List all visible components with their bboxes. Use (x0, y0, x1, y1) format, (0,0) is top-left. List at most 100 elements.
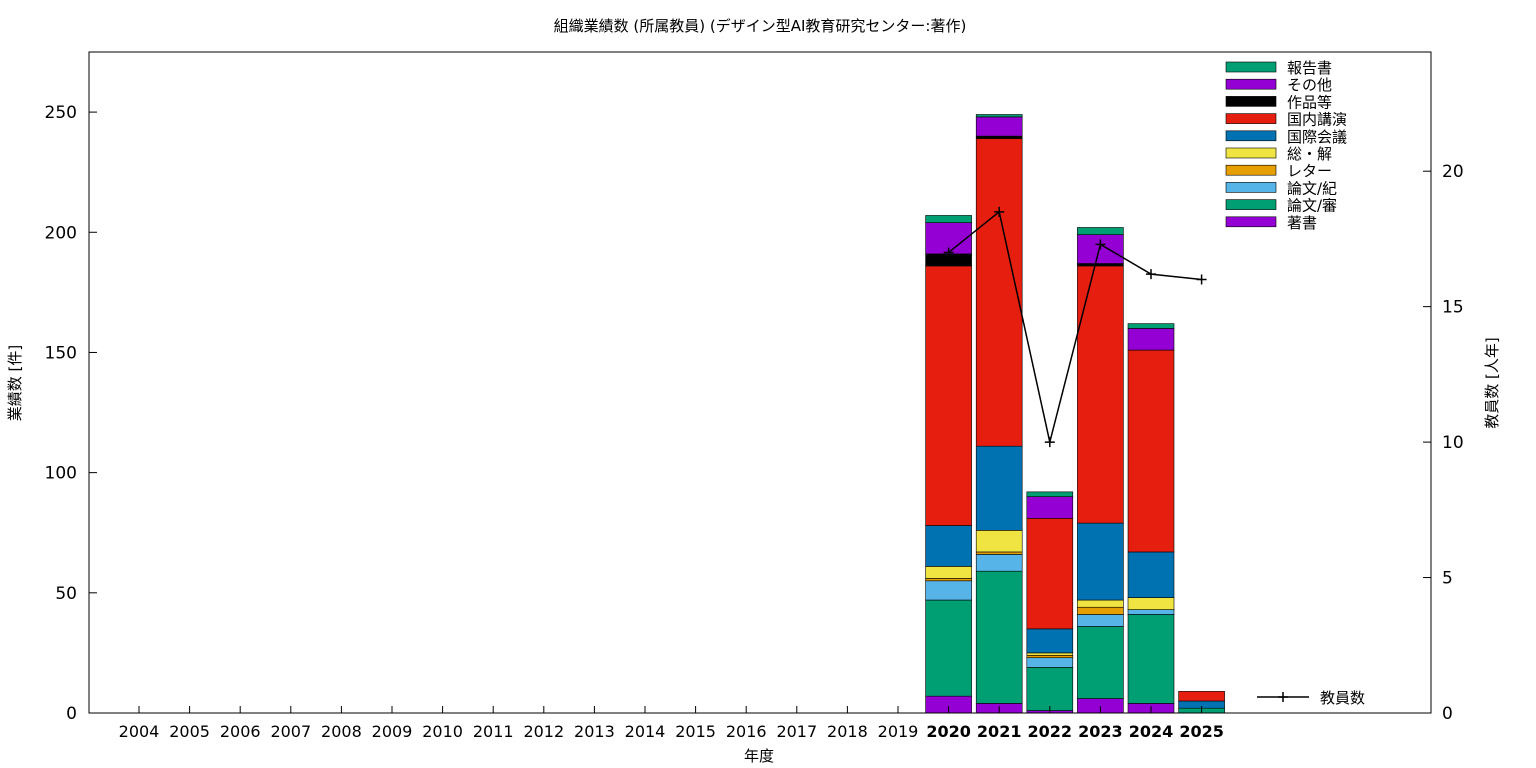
x-tick-label: 2018 (827, 722, 868, 741)
legend-label: 国内講演 (1287, 111, 1347, 129)
series-point (994, 206, 1005, 217)
chart-title: 組織業績数 (所属教員) (デザイン型AI教育研究センター:著作) (554, 17, 967, 35)
x-tick-label: 2017 (776, 722, 817, 741)
series-point (1196, 274, 1207, 285)
x-tick-label: 2005 (169, 722, 210, 741)
bar-segment (975, 138, 1023, 447)
bar-segment (925, 578, 972, 582)
bar-segment (1077, 265, 1124, 524)
bar-segment (1077, 227, 1124, 235)
x-tick-label: 2009 (372, 722, 413, 741)
bar-segment (1077, 626, 1124, 699)
bar-segment (975, 530, 1023, 553)
y2-tick-label: 5 (1442, 569, 1453, 589)
legend-label: その他 (1287, 76, 1332, 94)
x-tick-label: 2008 (321, 722, 362, 741)
line-layer (943, 206, 1207, 448)
y-tick-label: 100 (45, 464, 77, 484)
legend-swatch (1225, 164, 1277, 176)
bar-segment (1127, 328, 1175, 351)
bar-segment (975, 445, 1023, 531)
y2-axis-label: 教員数 [人年] (1483, 337, 1501, 428)
bar-segment (1127, 551, 1175, 598)
y-axis-label: 業績数 [件] (6, 345, 24, 421)
bar-segment (925, 599, 972, 697)
bar-segment (975, 551, 1023, 555)
y2-tick-label: 15 (1442, 298, 1464, 318)
bar-segment (975, 116, 1023, 137)
x-tick-label: 2020 (926, 722, 971, 741)
x-tick-label: 2016 (726, 722, 767, 741)
x-tick-label: 2024 (1129, 722, 1174, 741)
bar-segment (1127, 349, 1175, 553)
legend-label: 総・解 (1287, 145, 1332, 163)
bar-segment (1026, 657, 1074, 668)
x-tick-label: 2011 (473, 722, 514, 741)
legend-label: 報告書 (1287, 59, 1332, 77)
x-tick-label: 2025 (1179, 722, 1224, 741)
legend-label: レター (1287, 162, 1332, 180)
x-tick-label: 2014 (625, 722, 666, 741)
series-point (1095, 239, 1106, 250)
legend-label: 著書 (1287, 214, 1317, 232)
bar-segment (975, 135, 1023, 139)
x-tick-label: 2004 (119, 722, 160, 741)
x-tick-label: 2007 (270, 722, 311, 741)
legend-swatch (1225, 96, 1277, 107)
bar-segment (975, 570, 1023, 704)
bar-segment (1026, 652, 1074, 656)
bar-segment (1178, 691, 1225, 702)
series-point (943, 247, 954, 258)
bar-segment (1026, 628, 1074, 654)
y-tick-label: 0 (66, 704, 77, 724)
legend-swatch (1225, 199, 1277, 210)
legend-swatch (1225, 182, 1277, 193)
x-tick-label: 2021 (977, 722, 1022, 741)
y2-tick-label: 0 (1442, 704, 1453, 724)
y-tick-label: 200 (45, 223, 77, 243)
y-axis-right: 0 5 10 15 20 (1423, 162, 1464, 724)
bar-segment (1127, 614, 1175, 704)
bar-segment (925, 525, 972, 567)
series-point (1146, 269, 1156, 280)
y-tick-label: 250 (45, 103, 77, 123)
bar-segment (1077, 263, 1124, 267)
x-axis: 2004 2005 2006 2007 2008 2009 2010 2011 2012 2013… (119, 706, 1224, 741)
bar-segment (925, 580, 972, 601)
bar-segment (1026, 667, 1074, 711)
x-axis-label: 年度 (744, 747, 774, 765)
bar-segment (1127, 323, 1175, 329)
y2-tick-label: 20 (1442, 162, 1464, 182)
series-point (1044, 437, 1055, 448)
plot-frame (88, 51, 1432, 714)
bar-segment (1077, 522, 1124, 601)
x-tick-label: 2023 (1078, 722, 1123, 741)
x-tick-label: 2015 (675, 722, 716, 741)
x-tick-label: 2012 (523, 722, 564, 741)
legend-label: 論文/審 (1287, 197, 1337, 215)
bar-segment (975, 114, 1023, 118)
series-line (948, 210, 1202, 443)
bar-segment (1026, 655, 1074, 659)
legend-line-marker (1278, 692, 1288, 702)
bar-segment (1077, 614, 1124, 627)
y-axis-left: 0 50 100 150 200 250 (45, 103, 97, 724)
bar-segment (925, 215, 972, 223)
bar-segment (1026, 518, 1074, 630)
x-tick-label: 2022 (1028, 722, 1073, 741)
bar-segment (975, 554, 1023, 572)
legend-label: 論文/紀 (1287, 179, 1337, 197)
bar-segment (1026, 491, 1074, 497)
bar-segment (925, 566, 972, 579)
bar-segment (1127, 609, 1175, 615)
bar-segment (925, 265, 972, 526)
bar-segment (1127, 597, 1175, 610)
legend-swatch (1225, 130, 1277, 142)
legend-label: 作品等 (1287, 93, 1332, 111)
legend-swatch (1225, 61, 1277, 73)
legend-swatch (1225, 216, 1277, 228)
legend-label: 国際会議 (1287, 128, 1347, 146)
bar-segment (1077, 606, 1124, 615)
